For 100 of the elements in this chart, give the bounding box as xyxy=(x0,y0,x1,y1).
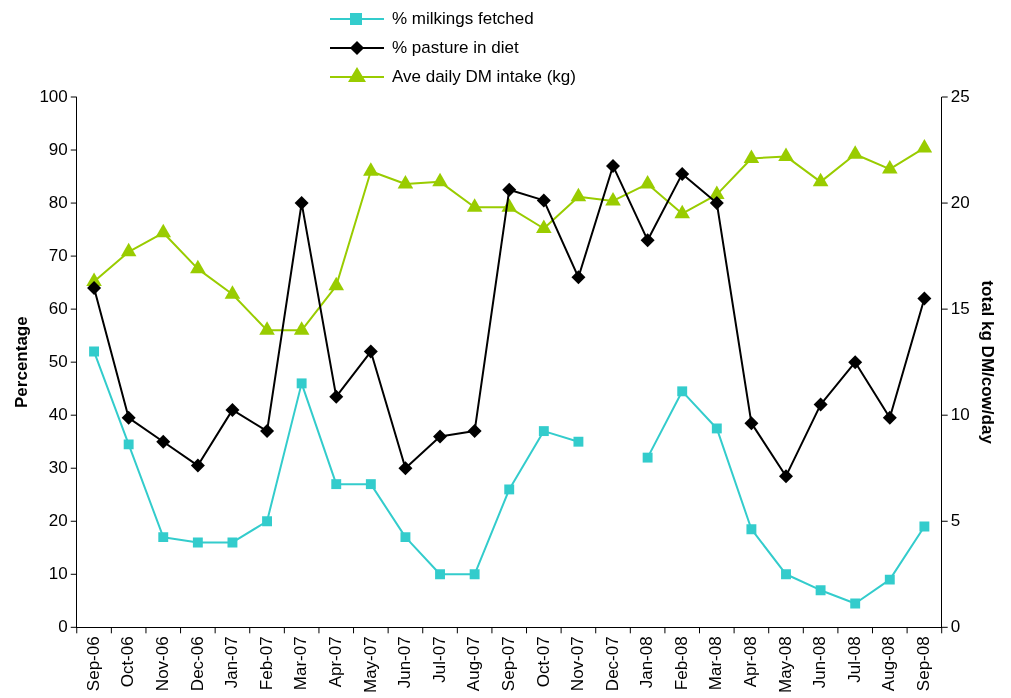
point xyxy=(433,429,448,444)
x-tick-label: Nov-07 xyxy=(568,636,588,692)
point xyxy=(916,138,933,153)
point xyxy=(848,355,863,370)
legend-label: % milkings fetched xyxy=(392,8,534,30)
point xyxy=(502,182,517,197)
point xyxy=(571,270,586,285)
point xyxy=(573,436,584,447)
point xyxy=(365,479,376,490)
point xyxy=(642,452,653,463)
point xyxy=(435,569,445,580)
y-tick-label: 10 xyxy=(48,563,68,583)
x-tick-label: Oct-06 xyxy=(118,636,138,688)
point xyxy=(813,397,828,412)
x-tick-label: Jun-07 xyxy=(395,636,415,689)
point xyxy=(709,196,724,211)
point xyxy=(536,193,551,208)
point xyxy=(743,149,760,164)
y-tick-label: 40 xyxy=(48,404,68,424)
point xyxy=(87,280,102,295)
y2-tick-label: 25 xyxy=(950,86,970,106)
x-tick-label: Dec-06 xyxy=(187,636,207,692)
x-tick-label: May-07 xyxy=(360,636,380,693)
x-tick-label: Sep-08 xyxy=(914,636,934,692)
point xyxy=(677,386,688,397)
y2-tick-label: 20 xyxy=(950,192,970,212)
point xyxy=(262,516,272,527)
point xyxy=(605,191,621,206)
point xyxy=(190,259,206,274)
point xyxy=(190,458,205,473)
point xyxy=(917,291,932,306)
x-tick-label: Dec-07 xyxy=(602,636,622,692)
y-tick-label: 70 xyxy=(48,245,68,265)
point xyxy=(606,158,621,173)
point xyxy=(363,162,379,176)
y-tick-label: 0 xyxy=(58,617,68,636)
x-tick-label: May-08 xyxy=(775,636,795,693)
y2-tick-label: 0 xyxy=(950,617,961,636)
x-tick-label: Sep-06 xyxy=(83,636,103,692)
x-tick-label: Aug-08 xyxy=(879,636,899,692)
x-tick-label: Mar-08 xyxy=(706,636,726,691)
point xyxy=(293,321,310,335)
point xyxy=(294,196,309,211)
point xyxy=(847,145,863,159)
x-tick-label: Nov-06 xyxy=(152,636,172,692)
point xyxy=(398,461,413,476)
x-tick-label: Jun-08 xyxy=(810,636,830,689)
point xyxy=(123,439,134,450)
point xyxy=(120,242,137,257)
y2-tick-label: 10 xyxy=(950,404,970,424)
x-tick-label: Apr-07 xyxy=(325,636,345,688)
point xyxy=(467,424,482,439)
point xyxy=(397,174,414,189)
point xyxy=(225,402,240,417)
point xyxy=(536,219,552,234)
point xyxy=(779,469,793,484)
point xyxy=(919,521,930,532)
point xyxy=(781,569,791,580)
point xyxy=(192,537,203,548)
point xyxy=(155,223,172,238)
x-tick-label: Feb-08 xyxy=(671,636,691,691)
y-tick-label: 20 xyxy=(48,510,68,530)
point xyxy=(744,416,759,431)
y-tick-label: 80 xyxy=(48,192,68,212)
point xyxy=(432,172,448,187)
legend-label: Ave daily DM intake (kg) xyxy=(392,66,576,88)
point xyxy=(674,204,691,219)
point xyxy=(639,174,656,189)
x-tick-label: Feb-07 xyxy=(256,636,276,691)
x-tick-label: Apr-08 xyxy=(741,636,761,688)
point xyxy=(328,276,345,291)
point xyxy=(711,423,722,434)
y2-axis-title: total kg DM/cow/day xyxy=(978,280,998,445)
x-tick-label: Jul-08 xyxy=(844,636,864,683)
y-tick-label: 60 xyxy=(48,298,68,318)
point xyxy=(363,344,378,359)
point xyxy=(89,346,100,357)
y-tick-label: 30 xyxy=(48,457,68,477)
x-tick-label: Jul-07 xyxy=(429,636,449,683)
point xyxy=(156,434,171,449)
point xyxy=(331,479,342,490)
point xyxy=(882,160,898,174)
x-tick-label: Oct-07 xyxy=(533,636,553,688)
y-tick-label: 100 xyxy=(39,86,68,106)
x-tick-label: Jan-08 xyxy=(637,636,657,689)
point xyxy=(778,147,794,161)
point xyxy=(538,426,549,437)
point xyxy=(850,598,861,609)
point xyxy=(224,285,241,299)
point xyxy=(466,198,483,212)
point xyxy=(158,532,169,543)
point xyxy=(882,410,897,425)
x-tick-label: Mar-07 xyxy=(291,636,311,691)
point xyxy=(570,187,587,202)
x-tick-label: Sep-07 xyxy=(498,636,518,692)
x-tick-label: Jan-07 xyxy=(222,636,242,689)
legend-label: % pasture in diet xyxy=(392,37,519,59)
point xyxy=(296,378,307,389)
point xyxy=(884,574,895,585)
y-tick-label: 50 xyxy=(48,351,68,371)
